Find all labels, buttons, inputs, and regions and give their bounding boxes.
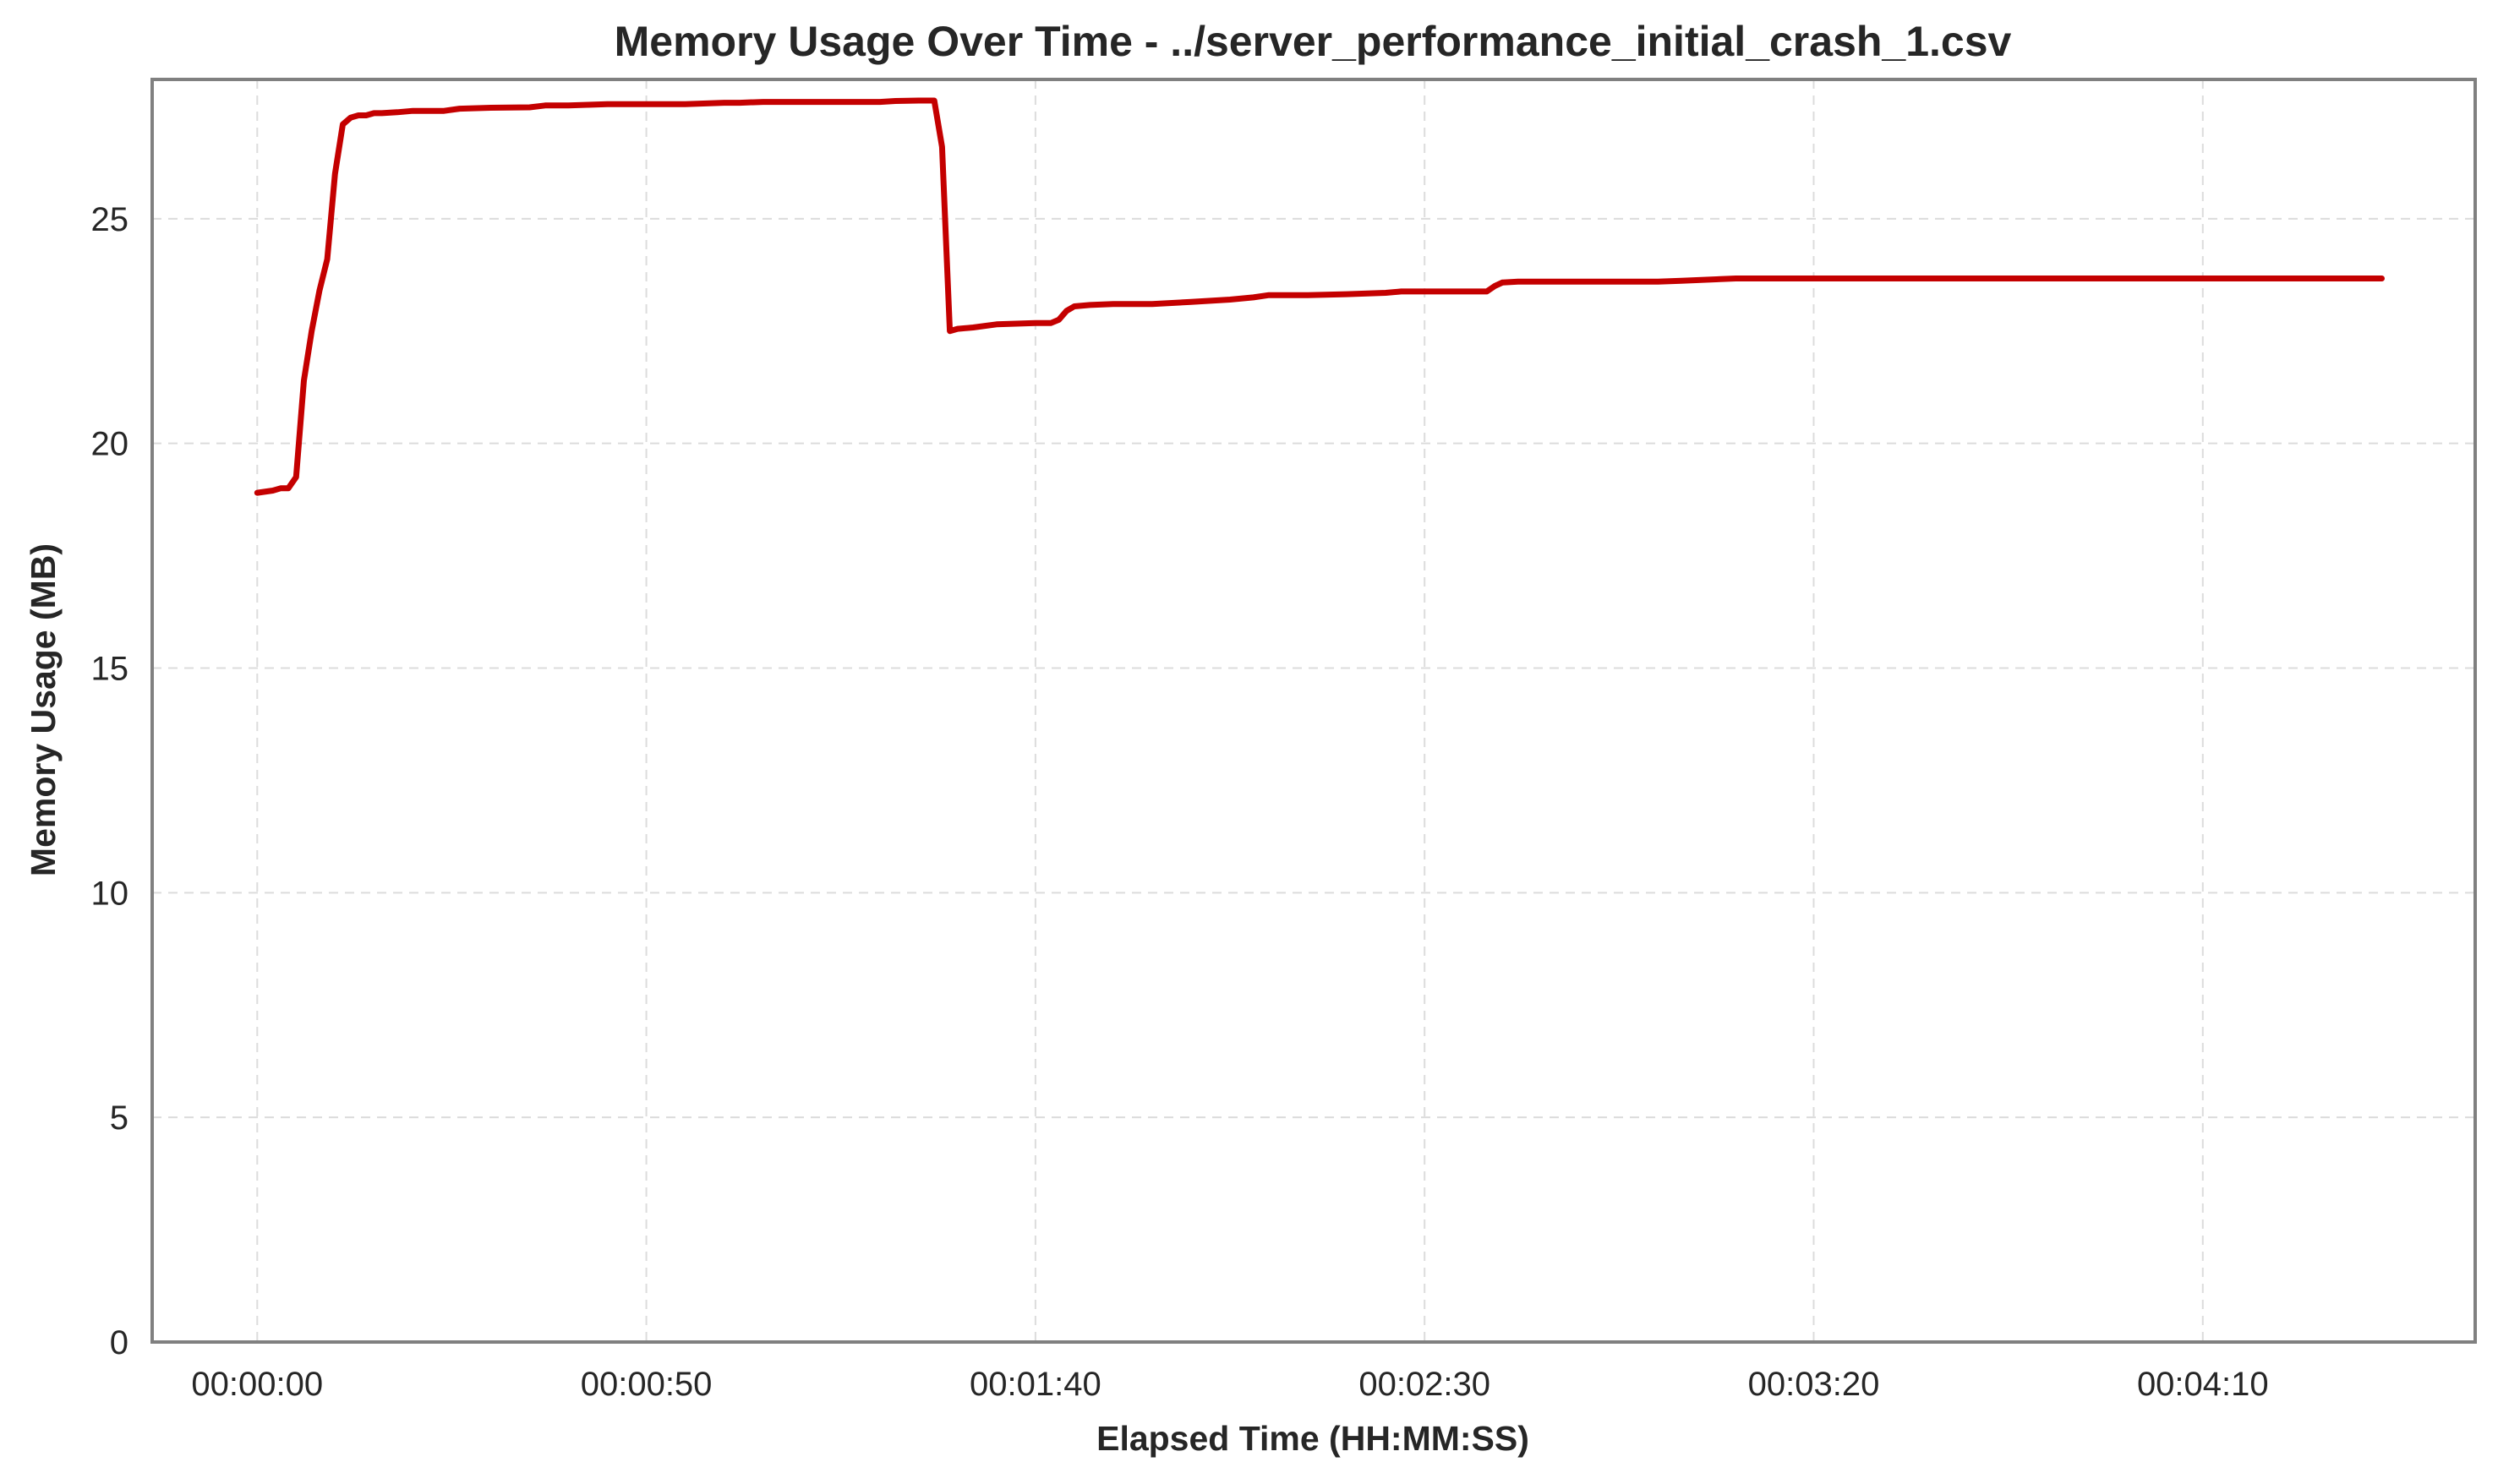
y-tick-label: 25 xyxy=(91,201,129,238)
x-tick-label: 00:04:10 xyxy=(2137,1366,2269,1403)
x-tick-label: 00:00:00 xyxy=(191,1366,323,1403)
x-tick-label: 00:02:30 xyxy=(1358,1366,1490,1403)
x-axis-label: Elapsed Time (HH:MM:SS) xyxy=(1096,1419,1529,1458)
chart-title: Memory Usage Over Time - ../server_perfo… xyxy=(615,18,2012,65)
gridlines xyxy=(152,79,2475,1342)
series-layer xyxy=(254,97,2385,496)
y-axis-label: Memory Usage (MB) xyxy=(24,543,63,876)
y-tick-label: 10 xyxy=(91,875,129,912)
y-tick-label: 20 xyxy=(91,426,129,463)
memory-usage-series-line xyxy=(254,97,2385,496)
y-tick-label: 5 xyxy=(110,1099,128,1137)
y-tick-label: 15 xyxy=(91,650,129,687)
plot-area-frame xyxy=(150,78,2477,1344)
x-tick-label: 00:01:40 xyxy=(970,1366,1101,1403)
x-tick-label: 00:00:50 xyxy=(581,1366,713,1403)
x-tick-label: 00:03:20 xyxy=(1748,1366,1880,1403)
y-tick-label: 0 xyxy=(110,1324,128,1361)
x-tick-labels: 00:00:00 00:00:50 00:01:40 00:02:30 00:03:20… xyxy=(191,1366,2268,1403)
y-tick-labels: 0 5 10 15 20 25 xyxy=(91,201,129,1361)
